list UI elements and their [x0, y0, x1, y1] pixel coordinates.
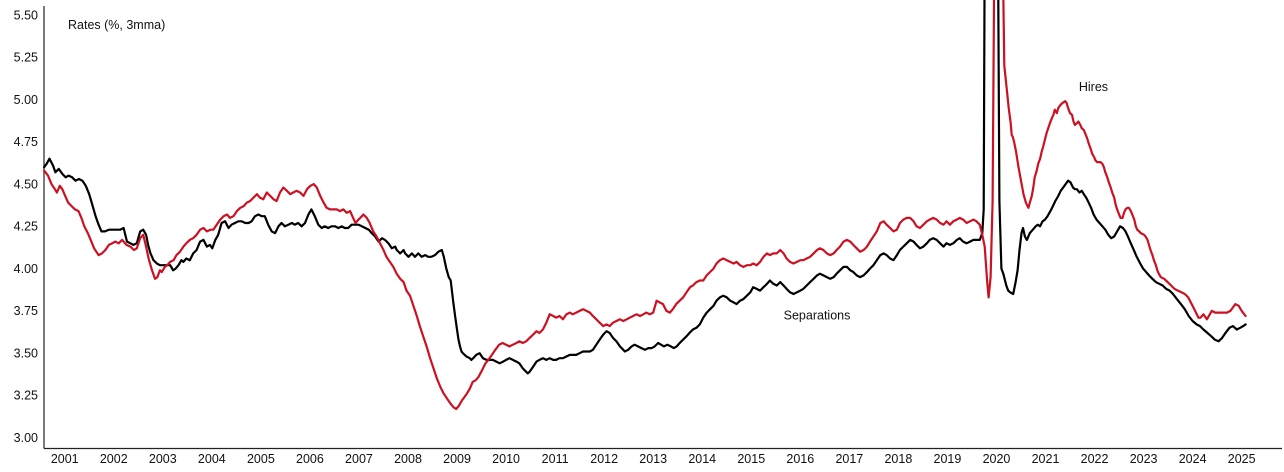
x-tick-label: 2019: [934, 452, 962, 466]
y-tick-label: 3.25: [14, 389, 38, 403]
series-annotations: Hires Separations: [784, 80, 1108, 322]
x-tick-label: 2021: [1032, 452, 1060, 466]
x-tick-label: 2011: [542, 452, 569, 466]
x-tick-label: 2007: [345, 452, 373, 466]
x-tick-label: 2022: [1081, 452, 1109, 466]
y-tick-label: 3.50: [14, 346, 38, 360]
chart-title: Rates (%, 3mma): [68, 18, 165, 32]
x-tick-label: 2025: [1228, 452, 1256, 466]
y-tick-label: 4.75: [14, 135, 38, 149]
x-tick-label: 2006: [296, 452, 324, 466]
y-tick-label: 5.00: [14, 93, 38, 107]
series-label-hires: Hires: [1079, 80, 1108, 94]
x-tick-label: 2003: [149, 452, 177, 466]
y-tick-label: 5.50: [14, 8, 38, 22]
x-tick-label: 2010: [492, 452, 520, 466]
x-tick-label: 2016: [786, 452, 814, 466]
x-tick-label: 2002: [100, 452, 128, 466]
x-tick-label: 2001: [51, 452, 79, 466]
series-line-separations: [42, 0, 1247, 375]
x-tick-label: 2004: [198, 452, 226, 466]
series-line-hires: [42, 0, 1247, 411]
y-tick-label: 4.25: [14, 220, 38, 234]
x-tick-label: 2024: [1179, 452, 1207, 466]
x-tick-label: 2008: [394, 452, 422, 466]
series-label-separations: Separations: [784, 308, 851, 322]
x-tick-label: 2020: [983, 452, 1011, 466]
y-tick-label: 3.75: [14, 304, 38, 318]
x-tick-label: 2012: [590, 452, 618, 466]
y-axis-labels: 5.50 5.25 5.00 4.75 4.50 4.25 4.00 3.75 3.50 3.25…: [14, 8, 38, 445]
x-tick-label: 2013: [639, 452, 667, 466]
y-tick-label: 5.25: [14, 51, 38, 65]
x-tick-label: 2018: [884, 452, 912, 466]
x-tick-label: 2014: [688, 452, 716, 466]
series-lines: [42, 0, 1247, 411]
x-tick-label: 2023: [1130, 452, 1158, 466]
x-axis-labels: 2001 2002 2003 2004 2005 2006 2007 2008 2009 2010…: [51, 452, 1256, 466]
x-tick-label: 2005: [247, 452, 275, 466]
y-tick-label: 4.00: [14, 262, 38, 276]
x-tick-label: 2017: [835, 452, 863, 466]
y-tick-label: 3.00: [14, 431, 38, 445]
x-tick-label: 2015: [737, 452, 765, 466]
y-tick-label: 4.50: [14, 177, 38, 191]
x-tick-label: 2009: [443, 452, 471, 466]
